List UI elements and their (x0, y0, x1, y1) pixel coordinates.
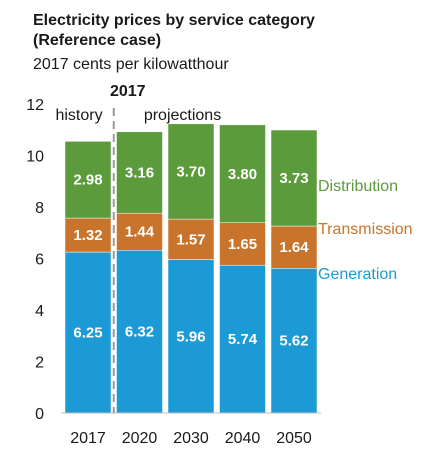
bars: 6.25 1.32 2.98 6.32 1.44 3.16 5.96 1.57 3.70 5.74… (64, 123, 318, 414)
legend-generation: Generation (318, 266, 397, 283)
chart-title: Electricity prices by service category (… (33, 11, 393, 51)
bar-segment-generation (219, 264, 266, 414)
data-label-transmission: 1.57 (176, 231, 205, 248)
projections-label: projections (144, 107, 221, 124)
y-tick-label: 10 (26, 149, 44, 166)
x-tick-label: 2040 (225, 430, 261, 447)
data-label-distribution: 3.70 (176, 163, 205, 180)
y-axis: 0 2 4 6 8 10 12 (26, 97, 44, 423)
bar-segment-generation (167, 259, 215, 414)
data-label-generation: 6.25 (73, 325, 102, 342)
bar-segment-transmission (167, 218, 215, 260)
x-tick-label: 2017 (70, 430, 106, 447)
bar-segment-transmission (64, 217, 112, 253)
bar-segment-transmission (270, 225, 318, 269)
y-tick-label: 4 (35, 303, 44, 320)
data-label-distribution: 3.73 (279, 170, 308, 187)
chart-title-line2: (Reference case) (33, 32, 162, 49)
x-axis: 2017 2020 2030 2040 2050 (61, 412, 321, 447)
data-label-transmission: 1.44 (125, 224, 155, 241)
data-label-transmission: 1.64 (279, 239, 309, 256)
y-tick-label: 0 (35, 406, 44, 423)
data-label-distribution: 3.80 (228, 166, 257, 183)
legend-transmission: Transmission (318, 221, 413, 238)
bar-segment-distribution (64, 141, 112, 219)
bar-segment-transmission (219, 222, 266, 266)
x-tick-label: 2030 (173, 430, 209, 447)
legend: Generation Transmission Distribution (318, 178, 413, 283)
x-tick-label: 2020 (122, 430, 158, 447)
bar-segment-distribution (116, 131, 163, 214)
history-label: history (55, 107, 102, 124)
data-label-transmission: 1.32 (73, 227, 102, 244)
x-tick-label: 2050 (276, 430, 312, 447)
y-tick-label: 12 (26, 97, 44, 114)
data-label-generation: 5.62 (279, 333, 308, 350)
y-tick-label: 8 (35, 200, 44, 217)
data-label-transmission: 1.65 (228, 236, 257, 253)
data-label-generation: 6.32 (125, 324, 154, 341)
y-tick-label: 2 (35, 355, 44, 372)
bar-segment-generation (270, 268, 318, 414)
bar-segment-distribution (270, 129, 318, 227)
chart-subtitle: 2017 cents per kilowatthour (33, 56, 229, 73)
bar-segment-distribution (219, 124, 266, 223)
divider-year-label: 2017 (110, 83, 146, 100)
data-label-generation: 5.96 (176, 328, 205, 345)
chart-title-line1: Electricity prices by service category (33, 12, 315, 29)
y-tick-label: 6 (35, 252, 44, 269)
bar-segment-distribution (167, 123, 215, 220)
data-label-distribution: 2.98 (73, 172, 102, 189)
legend-distribution: Distribution (318, 178, 398, 195)
bar-segment-generation (64, 251, 112, 414)
data-label-generation: 5.74 (228, 331, 258, 348)
data-label-distribution: 3.16 (125, 164, 154, 181)
